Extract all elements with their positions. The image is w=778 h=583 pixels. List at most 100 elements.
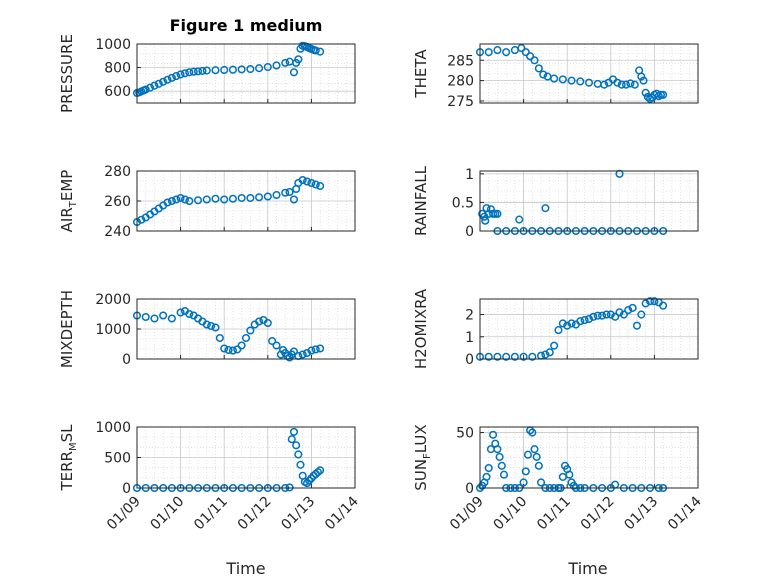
data-point <box>298 350 307 359</box>
data-point <box>220 65 229 75</box>
data-point <box>550 74 559 83</box>
figure-title: Figure 1 medium <box>170 16 323 35</box>
data-point <box>630 80 639 89</box>
data-point <box>558 319 567 328</box>
data-point <box>530 56 539 65</box>
y-tick-label: 1000 <box>95 37 131 53</box>
y-axis-label: THETA <box>412 49 430 99</box>
data-point <box>289 195 299 204</box>
data-point <box>659 90 668 99</box>
y-axis-label: MIXDEPTH <box>58 290 76 368</box>
data-point <box>598 311 607 320</box>
data-point <box>622 80 631 89</box>
x-tick-label: 01/14 <box>322 493 362 533</box>
data-point <box>296 460 305 469</box>
data-point <box>316 181 325 191</box>
data-point <box>167 314 176 323</box>
axes-box <box>479 170 699 232</box>
data-point <box>659 301 668 310</box>
x-tick-label: 01/10 <box>491 494 531 534</box>
x-tick-label: 01/11 <box>534 494 574 534</box>
y-tick-label: 285 <box>447 53 474 69</box>
data-point <box>600 80 609 89</box>
y-tick-label: 50 <box>456 426 474 442</box>
y-tick-label: 800 <box>104 61 131 77</box>
subplot-pressure: 600 800 1000 PRESSURE <box>58 34 356 113</box>
data-point <box>307 178 316 188</box>
y-axis-label: RAINFALL <box>412 165 430 236</box>
data-point <box>289 347 299 356</box>
data-point <box>523 450 533 459</box>
data-point <box>565 470 574 479</box>
data-point <box>619 310 628 319</box>
data-point <box>202 66 211 75</box>
data-point <box>172 72 181 81</box>
data-point <box>289 427 299 436</box>
data-point <box>493 352 502 361</box>
data-point <box>302 177 312 186</box>
data-point <box>632 321 642 330</box>
data-point <box>482 472 491 481</box>
data-point <box>519 352 528 361</box>
axes-box <box>136 298 356 360</box>
data-point <box>567 319 576 328</box>
data-point <box>645 297 655 306</box>
data-point <box>159 77 168 86</box>
data-point <box>237 65 246 74</box>
y-tick-label: 0 <box>122 352 131 368</box>
y-tick-label: 280 <box>104 164 131 180</box>
data-point <box>519 478 528 487</box>
data-point <box>263 318 272 328</box>
data-point <box>246 326 255 335</box>
data-point <box>224 345 233 355</box>
data-point <box>307 346 316 355</box>
subplot-h2omixra: 0 1 2 H2OMIXRA <box>412 288 699 369</box>
data-point <box>263 62 272 72</box>
y-axis-label: AIRTEMP <box>58 170 79 233</box>
x-tick-label: 01/11 <box>191 494 231 534</box>
y-tick-label: 2000 <box>95 292 131 308</box>
y-tick-label: 275 <box>447 94 474 110</box>
data-point <box>211 194 220 203</box>
subplot-theta: 275 280 285 THETA <box>412 43 699 110</box>
data-point <box>486 205 495 214</box>
data-point <box>198 66 207 75</box>
axes-box <box>136 170 356 232</box>
data-point <box>493 445 502 454</box>
data-point <box>628 303 637 312</box>
axes-box <box>479 43 699 104</box>
data-point <box>541 204 550 213</box>
data-point <box>567 76 576 85</box>
data-point <box>202 195 211 204</box>
data-point <box>172 195 181 204</box>
data-point <box>493 46 502 55</box>
subplot-sun-flux: 0 50 SUNFLUX 01/09 01/10 01/11 01/12 01/13 01/14 <box>412 424 705 533</box>
x-axis-label-right: Time <box>567 559 607 578</box>
data-point <box>255 317 264 326</box>
y-tick-label: 0 <box>465 224 474 240</box>
data-point <box>311 180 320 189</box>
data-point <box>185 196 194 206</box>
data-point <box>159 311 168 320</box>
y-tick-label: 2 <box>465 308 474 324</box>
data-point <box>263 192 272 201</box>
data-point <box>176 308 185 317</box>
data-point <box>558 75 567 84</box>
data-point <box>150 81 159 90</box>
data-point <box>163 75 172 84</box>
data-point <box>220 344 229 353</box>
data-point <box>211 66 220 75</box>
data-point <box>281 188 290 197</box>
data-point <box>150 314 159 323</box>
data-point <box>613 78 622 87</box>
data-point <box>502 48 511 57</box>
data-point <box>615 308 624 317</box>
data-point <box>517 44 526 53</box>
data-point <box>268 336 277 346</box>
data-point <box>246 193 255 203</box>
data-point <box>541 350 550 359</box>
data-point <box>272 190 281 200</box>
data-point <box>589 312 598 321</box>
data-point <box>180 69 190 78</box>
data-point <box>228 194 237 203</box>
